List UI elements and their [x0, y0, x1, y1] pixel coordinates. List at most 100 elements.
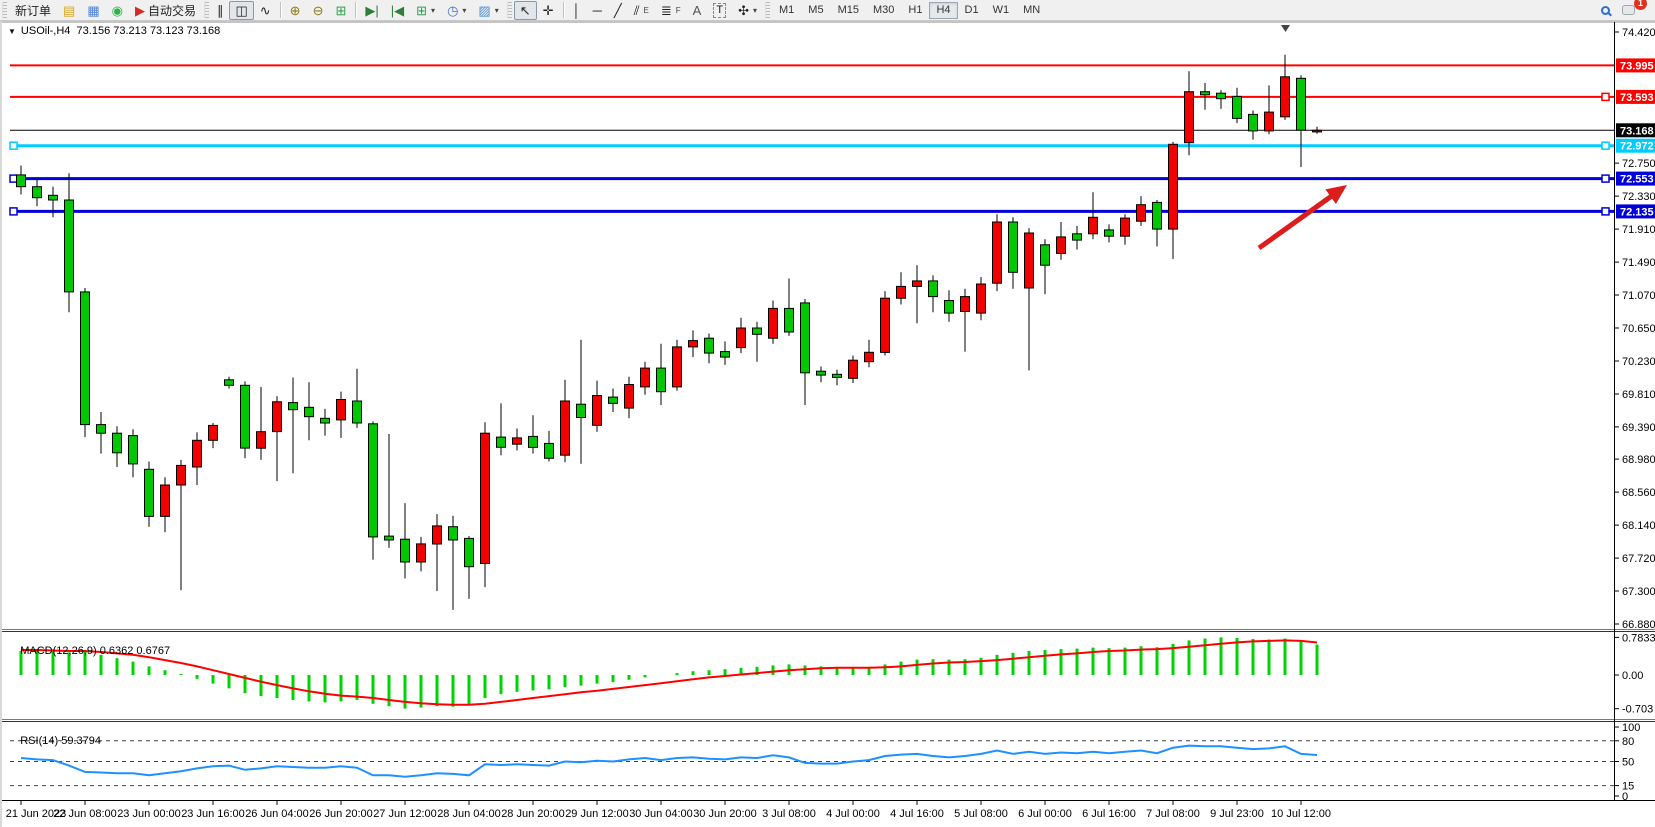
zoom-in-button[interactable]: ⊕ — [284, 1, 307, 20]
fibonacci-tool[interactable]: ≣ F — [655, 1, 687, 20]
cursor-tool-button[interactable]: ↖ — [513, 0, 537, 20]
price-badge — [1616, 204, 1655, 219]
chevron-down-icon: ▾ — [431, 5, 436, 15]
autotrade-label: 自动交易 — [147, 3, 196, 18]
crosshair-tool-button[interactable]: ✛ — [537, 1, 560, 20]
price-tick-label: 70.230 — [1622, 356, 1655, 368]
price-badge — [1616, 58, 1655, 73]
horizontal-line-tool[interactable]: ─ — [587, 1, 608, 20]
bar-chart-button[interactable]: ∥ — [211, 1, 230, 20]
data-window-icon: ▤ — [63, 2, 76, 18]
notifications-button[interactable]: 1 — [1616, 0, 1647, 20]
arrows-icon: ✣ — [738, 2, 749, 18]
price-badge — [1616, 123, 1655, 138]
line-handle — [1601, 141, 1610, 150]
indicators-button[interactable]: ⊞ ▾ — [410, 1, 441, 20]
chat-bubble-icon — [1622, 5, 1635, 15]
price-tick-label: 69.810 — [1622, 389, 1655, 401]
auto-scroll-button[interactable]: ▶| — [359, 1, 384, 20]
line-chart-button[interactable]: ∿ — [254, 1, 277, 20]
price-tick-label: 70.650 — [1622, 323, 1655, 335]
time-axis-label: 27 Jun 12:00 — [373, 808, 437, 820]
search-button[interactable] — [1595, 1, 1616, 20]
timeframe-h1-button[interactable]: H1 — [908, 4, 923, 16]
text-icon: A — [692, 2, 702, 18]
trendline-icon: ╱ — [613, 2, 622, 18]
annotation-arrow — [1257, 192, 1336, 251]
chart-shift-button[interactable]: |◀ — [385, 1, 410, 20]
annotation-arrowhead — [1325, 185, 1347, 204]
horizontal-line-icon: ─ — [592, 2, 602, 18]
price-tick-label: 69.390 — [1622, 422, 1655, 434]
toolbar-grip[interactable] — [2, 2, 7, 18]
templates-button[interactable]: ▨ ▾ — [472, 1, 504, 20]
auto-scroll-icon: ▶| — [365, 2, 379, 18]
price-tick-label: 72.330 — [1622, 191, 1655, 203]
macd-axis-label: 0.00 — [1622, 670, 1643, 682]
channel-icon: ⫽ — [633, 2, 640, 18]
price-tick-label: 74.420 — [1622, 27, 1655, 39]
time-axis-label: 3 Jul 08:00 — [762, 808, 816, 820]
chart-window-button[interactable]: ▦ — [81, 1, 105, 20]
tile-windows-button[interactable]: ⊞ — [329, 1, 352, 20]
timeframe-m5-button[interactable]: M5 — [808, 4, 824, 16]
trendline-tool[interactable]: ╱ — [608, 1, 628, 20]
toolbar-separator — [562, 2, 564, 18]
price-badge — [1616, 89, 1655, 104]
toolbar-grip[interactable] — [203, 2, 209, 18]
time-axis-label: 4 Jul 16:00 — [890, 808, 944, 820]
time-axis-label: 23 Jun 00:00 — [117, 808, 181, 820]
time-axis-label: 6 Jul 16:00 — [1082, 808, 1136, 820]
price-badge-label: 72.135 — [1620, 206, 1654, 218]
timeframe-w1-button[interactable]: W1 — [992, 4, 1010, 16]
time-axis-label: 22 Jun 08:00 — [53, 808, 117, 820]
chart-window[interactable]: ▼ USOil-,H4 73.156 73.213 73.123 73.168 … — [0, 21, 1655, 827]
zoom-out-button[interactable]: ⊖ — [307, 1, 330, 20]
price-tick-label: 66.880 — [1622, 619, 1655, 631]
macd-signal-line — [21, 639, 1318, 706]
price-tick-label: 71.490 — [1622, 257, 1655, 269]
time-axis-label: 23 Jun 16:00 — [181, 808, 245, 820]
data-window-button[interactable]: ▤ — [57, 1, 81, 20]
timeframe-d1-button[interactable]: D1 — [964, 4, 979, 16]
periods-button[interactable]: ◷ ▾ — [441, 1, 472, 20]
autotrade-icon: ▶ — [134, 2, 145, 18]
candlestick-chart-button[interactable]: ◫ — [229, 0, 254, 20]
timeframe-mn-button[interactable]: MN — [1023, 4, 1041, 16]
text-tool[interactable]: A — [687, 1, 708, 20]
timeframe-m30-button[interactable]: M30 — [872, 4, 895, 16]
autotrade-button[interactable]: ▶ 自动交易 — [129, 1, 202, 20]
main-toolbar: 新订单 ▤ ▦ ◉ ▶ 自动交易 ∥ ◫ ∿ ⊕ ⊖ ⊞ ▶| |◀ ⊞ ▾ ◷ ▾… — [0, 0, 1655, 21]
rsi-axis-label: 15 — [1622, 781, 1634, 793]
line-handle — [1601, 92, 1610, 102]
time-axis-label: 6 Jul 00:00 — [1018, 808, 1072, 820]
toolbar-grip[interactable] — [765, 2, 770, 18]
chart-canvas[interactable]: 74.420 72.750 72.330 71.910 71.490 71.070 70.6… — [2, 21, 1655, 827]
new-order-button[interactable]: 新订单 — [9, 1, 57, 20]
price-badge-label: 73.168 — [1620, 125, 1654, 137]
channel-tool[interactable]: ⫽ E — [628, 1, 655, 20]
candlestick-chart-icon: ◫ — [235, 2, 248, 18]
label-tool[interactable]: T — [707, 1, 732, 20]
chevron-down-icon: ▾ — [752, 5, 757, 15]
price-tick-label: 67.300 — [1622, 586, 1655, 598]
tile-windows-icon: ⊞ — [335, 2, 347, 18]
timeframe-h4-button[interactable]: H4 — [929, 1, 958, 19]
rsi-indicator-label: RSI(14) 59.3794 — [20, 735, 101, 747]
label-icon: T — [713, 2, 727, 18]
time-axis-label: 30 Jun 04:00 — [629, 808, 693, 820]
chart-symbol-title[interactable]: ▼ USOil-,H4 73.156 73.213 73.123 73.168 — [8, 25, 220, 37]
time-axis-label: 30 Jun 20:00 — [693, 808, 757, 820]
line-handle — [9, 174, 18, 183]
fibonacci-icon: ≣ — [660, 2, 672, 18]
timeframe-m1-button[interactable]: M1 — [779, 4, 795, 16]
timeframe-m15-button[interactable]: M15 — [837, 4, 859, 16]
arrows-tool[interactable]: ✣ ▾ — [732, 1, 763, 20]
time-axis-label: 4 Jul 00:00 — [826, 808, 880, 820]
one-click-trading-toggle-icon[interactable]: ▼ — [8, 26, 16, 36]
channel-letter: E — [643, 5, 649, 15]
toolbar-grip[interactable] — [506, 2, 512, 18]
notification-badge: 1 — [1634, 0, 1647, 10]
market-watch-button[interactable]: ◉ — [106, 1, 129, 20]
vertical-line-tool[interactable]: │ — [567, 1, 587, 20]
